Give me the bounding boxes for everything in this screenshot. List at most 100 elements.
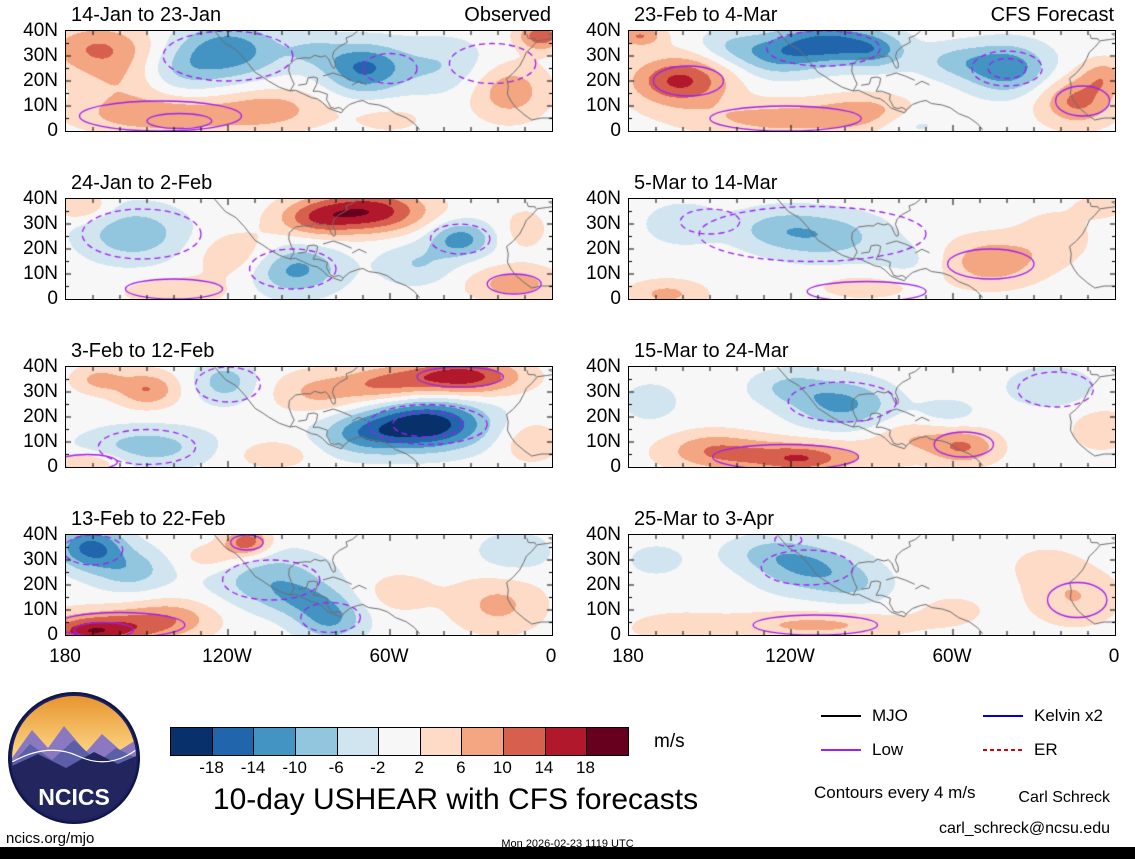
legend-item: Kelvin x2	[982, 706, 1103, 726]
map-panel: 24-Jan to 2-Feb 40N 30N 20N 10N 0	[23, 172, 553, 309]
colorbar-segment	[171, 728, 213, 755]
shear-map	[65, 198, 553, 300]
y-tick-label: 40N	[586, 20, 621, 41]
y-tick-label: 30N	[586, 213, 621, 234]
map-panel: 15-Mar to 24-Mar 40N 30N 20N 10N 0	[586, 340, 1116, 477]
y-tick-label: 0	[610, 120, 621, 141]
x-tick-label: 180	[49, 646, 81, 667]
x-tick-label: 180	[612, 646, 644, 667]
x-tick-label: 120W	[765, 646, 815, 667]
y-tick-label: 10N	[23, 599, 58, 620]
y-tick-label: 40N	[586, 188, 621, 209]
y-tick-label: 0	[610, 288, 621, 309]
colorbar-segment	[254, 728, 296, 755]
map-panel: 13-Feb to 22-Feb 40N 30N 20N 10N 0	[23, 508, 553, 645]
y-tick-label: 0	[610, 624, 621, 645]
panel-title: 13-Feb to 22-Feb	[71, 508, 226, 530]
y-tick-label: 0	[47, 288, 58, 309]
shear-map	[65, 534, 553, 636]
legend-item: MJO	[820, 706, 908, 726]
shear-map	[65, 30, 553, 132]
y-tick-label: 20N	[586, 70, 621, 91]
map-panel: 5-Mar to 14-Mar 40N 30N 20N 10N 0	[586, 172, 1116, 309]
colorbar-tick-label: -18	[199, 758, 224, 777]
legend-label: Low	[872, 740, 904, 759]
x-tick-label: 60W	[932, 646, 972, 667]
x-tick-label: 120W	[202, 646, 252, 667]
panel-column-tag: CFS Forecast	[990, 4, 1114, 26]
y-tick-label: 30N	[23, 213, 58, 234]
main-title: 10-day USHEAR with CFS forecasts	[212, 783, 699, 816]
y-tick-label: 30N	[586, 381, 621, 402]
colorbar-segment	[545, 728, 588, 755]
credit-name: Carl Schreck	[1018, 789, 1110, 806]
colorbar-units: m/s	[654, 731, 685, 752]
y-tick-label: 20N	[23, 238, 58, 259]
y-tick-label: 40N	[586, 524, 621, 545]
panel-title: 14-Jan to 23-Jan	[71, 4, 222, 26]
colorbar-tick-label: 2	[414, 758, 424, 777]
y-tick-label: 10N	[586, 431, 621, 452]
ncics-logo: NCICS	[8, 692, 140, 824]
legend-item: Low	[820, 740, 903, 760]
legend-line-kelvin-x2	[983, 715, 1023, 717]
panel-column-tag: Observed	[464, 4, 551, 26]
x-tick-label: 0	[545, 646, 557, 667]
panel-title: 3-Feb to 12-Feb	[71, 340, 215, 362]
y-tick-label: 10N	[586, 263, 621, 284]
shear-map	[65, 366, 553, 468]
map-panel: 25-Mar to 3-Apr 40N 30N 20N 10N 0	[586, 508, 1116, 645]
legend-label: Kelvin x2	[1034, 706, 1103, 725]
y-tick-label: 30N	[23, 45, 58, 66]
legend-label: ER	[1034, 740, 1058, 759]
y-tick-label: 20N	[23, 574, 58, 595]
y-tick-label: 30N	[23, 549, 58, 570]
legend-label: MJO	[872, 706, 908, 725]
colorbar-tick-label: -2	[370, 758, 386, 777]
y-tick-label: 0	[47, 624, 58, 645]
colorbar-segment	[587, 728, 629, 755]
y-tick-label: 30N	[586, 45, 621, 66]
bottom-bar	[0, 847, 1135, 859]
contours-note: Contours every 4 m/s	[814, 783, 976, 802]
colorbar-tick-label: -10	[282, 758, 307, 777]
y-tick-label: 10N	[23, 95, 58, 116]
y-tick-label: 40N	[23, 356, 58, 377]
colorbar-tick-label: 14	[534, 758, 554, 777]
panel-title: 24-Jan to 2-Feb	[71, 172, 213, 194]
logo-text: NCICS	[38, 784, 110, 810]
colorbar-tick-labels: -18 -14 -10 -6 -2 2 6 10 14 18	[170, 758, 627, 778]
site-link: ncics.org/mjo	[6, 830, 95, 847]
shear-map	[628, 534, 1116, 636]
colorbar-segment	[462, 728, 505, 755]
shear-map	[628, 30, 1116, 132]
legend-line-low	[821, 749, 861, 751]
map-panel: 3-Feb to 12-Feb 40N 30N 20N 10N 0	[23, 340, 553, 477]
legend-line-er	[983, 749, 1023, 751]
colorbar-tick-label: 18	[575, 758, 595, 777]
legend-line-mjo	[821, 715, 861, 717]
y-tick-label: 20N	[586, 406, 621, 427]
legend: MJO Kelvin x2 Low ER	[812, 700, 1134, 774]
map-panel: 23-Feb to 4-Mar CFS Forecast 40N 30N 20N 10…	[586, 4, 1116, 141]
panel-title: 23-Feb to 4-Mar	[634, 4, 778, 26]
colorbar-bar	[170, 727, 629, 756]
colorbar-segment	[295, 728, 338, 755]
y-tick-label: 40N	[23, 524, 58, 545]
x-tick-label: 0	[1108, 646, 1120, 667]
colorbar-segment	[337, 728, 380, 755]
y-tick-label: 10N	[586, 599, 621, 620]
panel-title: 15-Mar to 24-Mar	[634, 340, 789, 362]
y-tick-label: 40N	[23, 188, 58, 209]
colorbar-segment	[420, 728, 463, 755]
colorbar-segment	[504, 728, 546, 755]
x-tick-label: 60W	[369, 646, 409, 667]
shear-map	[628, 198, 1116, 300]
colorbar-tick-label: 6	[456, 758, 466, 777]
y-tick-label: 30N	[23, 381, 58, 402]
y-tick-label: 10N	[586, 95, 621, 116]
y-tick-label: 10N	[23, 263, 58, 284]
y-tick-label: 20N	[23, 70, 58, 91]
colorbar: -18 -14 -10 -6 -2 2 6 10 14 18	[170, 727, 629, 779]
